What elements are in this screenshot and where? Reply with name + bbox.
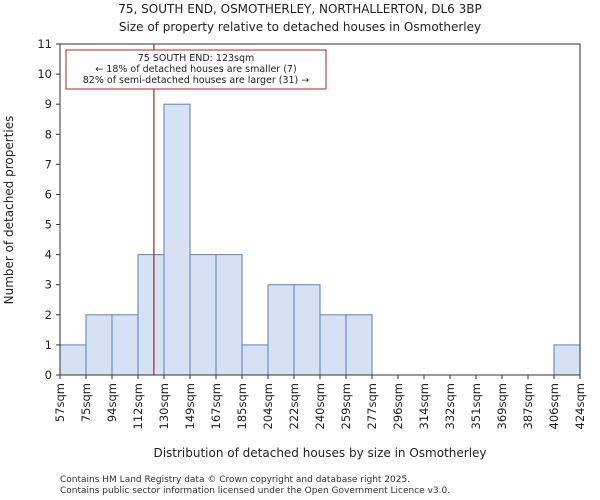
x-tick-label-277sqm: 277sqm bbox=[365, 383, 379, 429]
y-tick-label-6: 6 bbox=[45, 187, 52, 201]
bar-57sqm bbox=[59, 344, 87, 376]
x-tick-label-222sqm: 222sqm bbox=[287, 383, 301, 429]
footer-line-1: Contains HM Land Registry data © Crown c… bbox=[60, 475, 410, 485]
bar-75sqm bbox=[85, 314, 113, 376]
y-tick-label-9: 9 bbox=[45, 97, 52, 111]
annotation-line-2: ← 18% of detached houses are smaller (7) bbox=[95, 64, 296, 75]
bar-406sqm bbox=[553, 344, 581, 376]
x-tick-label-112sqm: 112sqm bbox=[131, 383, 145, 429]
y-tick-label-10: 10 bbox=[37, 67, 52, 81]
bar-240sqm bbox=[319, 314, 347, 376]
y-axis-label: Number of detached properties bbox=[2, 116, 16, 305]
x-tick-label-387sqm: 387sqm bbox=[521, 383, 535, 429]
x-tick-label-185sqm: 185sqm bbox=[235, 383, 249, 429]
x-tick-label-75sqm: 75sqm bbox=[79, 383, 93, 422]
x-tick-label-130sqm: 130sqm bbox=[157, 383, 171, 429]
x-tick-label-167sqm: 167sqm bbox=[209, 383, 223, 429]
bar-259sqm bbox=[345, 314, 373, 376]
y-tick-label-7: 7 bbox=[45, 157, 52, 171]
x-tick-label-94sqm: 94sqm bbox=[105, 383, 119, 422]
footer-line-2: Contains public sector information licen… bbox=[60, 486, 450, 496]
y-tick-label-5: 5 bbox=[45, 218, 52, 232]
plot-area: 0 1 2 3 4 5 6 7 8 9 10 11 57sqm 75sqm 94sqm 112sqm 130sq… bbox=[37, 37, 587, 429]
x-tick-label-240sqm: 240sqm bbox=[313, 383, 327, 429]
annotation-box bbox=[65, 49, 327, 90]
x-tick-label-296sqm: 296sqm bbox=[391, 383, 405, 429]
x-tick-label-149sqm: 149sqm bbox=[183, 383, 197, 429]
bar-112sqm bbox=[137, 254, 165, 376]
y-tick-label-11: 11 bbox=[37, 37, 52, 51]
x-tick-label-57sqm: 57sqm bbox=[53, 383, 67, 422]
bar-185sqm bbox=[241, 344, 269, 376]
y-tick-label-1: 1 bbox=[45, 338, 52, 352]
annotation-line-3: 82% of semi-detached houses are larger (… bbox=[83, 75, 310, 86]
y-tick-label-4: 4 bbox=[45, 248, 52, 262]
x-tick-label-406sqm: 406sqm bbox=[547, 383, 561, 429]
x-tick-label-369sqm: 369sqm bbox=[495, 383, 509, 429]
chart-title: 75, SOUTH END, OSMOTHERLEY, NORTHALLERTO… bbox=[118, 2, 481, 16]
bar-94sqm bbox=[111, 314, 139, 376]
x-axis-label: Distribution of detached houses by size … bbox=[153, 446, 486, 460]
x-tick-label-332sqm: 332sqm bbox=[443, 383, 457, 429]
bar-167sqm bbox=[215, 254, 243, 376]
x-tick-label-424sqm: 424sqm bbox=[573, 383, 587, 429]
bar-130sqm bbox=[163, 103, 191, 376]
y-tick-label-8: 8 bbox=[45, 127, 52, 141]
bar-222sqm bbox=[293, 284, 321, 376]
bar-149sqm bbox=[189, 254, 217, 376]
x-tick-label-204sqm: 204sqm bbox=[261, 383, 275, 429]
x-tick-label-259sqm: 259sqm bbox=[339, 383, 353, 429]
y-tick-label-2: 2 bbox=[45, 308, 52, 322]
bar-204sqm bbox=[267, 284, 295, 376]
annotation-line-1: 75 SOUTH END: 123sqm bbox=[138, 53, 255, 64]
chart-subtitle: Size of property relative to detached ho… bbox=[119, 20, 481, 34]
x-tick-label-314sqm: 314sqm bbox=[417, 383, 431, 429]
x-tick-label-351sqm: 351sqm bbox=[469, 383, 483, 429]
y-tick-label-0: 0 bbox=[45, 368, 52, 382]
y-tick-label-3: 3 bbox=[45, 278, 52, 292]
